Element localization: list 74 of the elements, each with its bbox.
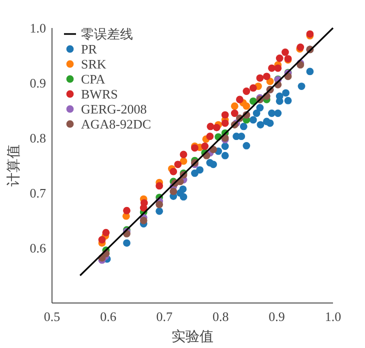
x-tick-label: 0.7 — [156, 309, 174, 324]
point — [221, 111, 229, 119]
point — [252, 110, 260, 117]
point — [256, 104, 264, 112]
x-tick-label: 1.0 — [324, 309, 342, 324]
point — [210, 160, 217, 168]
point — [274, 64, 282, 72]
x-tick-label: 0.5 — [44, 309, 60, 324]
y-axis-title: 计算值 — [6, 144, 22, 186]
point — [180, 150, 188, 158]
legend-label: CPA — [81, 72, 106, 86]
point — [196, 166, 204, 174]
y-tick-label: 0.9 — [30, 76, 46, 90]
point — [102, 228, 110, 236]
point — [249, 116, 257, 124]
y-tick-label: 0.7 — [30, 186, 46, 200]
point — [170, 168, 178, 176]
point — [284, 96, 292, 104]
point — [221, 142, 229, 150]
point — [123, 206, 130, 214]
point — [240, 122, 248, 130]
y-tick-label: 1.0 — [30, 20, 46, 36]
legend-label: AGA8-92DC — [81, 116, 152, 132]
y-tick-label: 0.8 — [30, 130, 46, 146]
point — [262, 72, 270, 80]
point — [268, 64, 276, 72]
point — [156, 207, 164, 215]
point — [140, 204, 148, 212]
point — [140, 216, 148, 224]
point — [242, 102, 250, 110]
x-tick-label: 0.6 — [100, 309, 117, 324]
point — [242, 142, 250, 150]
point — [266, 119, 274, 127]
x-tick-label: 0.9 — [268, 309, 285, 324]
point — [230, 110, 238, 117]
point — [238, 132, 246, 140]
point — [249, 97, 257, 105]
point — [298, 82, 306, 90]
point — [221, 152, 229, 160]
point — [206, 122, 214, 130]
point — [191, 170, 198, 177]
point — [249, 84, 257, 92]
point — [242, 88, 250, 95]
point — [306, 68, 314, 76]
point — [206, 132, 214, 140]
legend-label: GERG-2008 — [81, 102, 147, 116]
point — [174, 160, 182, 168]
point — [179, 185, 187, 193]
legend-label: BWRS — [81, 86, 118, 102]
y-tick-label: 0.6 — [30, 240, 46, 256]
x-tick-label: 0.8 — [212, 309, 229, 324]
legend-label: SRK — [81, 56, 107, 72]
point — [180, 157, 188, 165]
point — [256, 121, 264, 128]
point — [268, 110, 276, 117]
point — [282, 48, 289, 56]
x-axis-title: 实验值 — [172, 329, 214, 345]
legend-label: 零误差线 — [81, 26, 133, 42]
point — [221, 119, 229, 127]
point — [282, 89, 290, 97]
point — [236, 96, 244, 104]
point — [274, 110, 282, 117]
point — [156, 182, 164, 190]
point — [201, 142, 209, 150]
point — [156, 200, 164, 208]
point — [230, 102, 238, 110]
point — [256, 74, 264, 82]
point — [170, 188, 178, 196]
point — [276, 54, 284, 62]
legend-label: PR — [81, 42, 98, 56]
point — [98, 236, 106, 244]
point — [212, 124, 220, 132]
point — [180, 193, 188, 201]
point — [123, 239, 130, 247]
